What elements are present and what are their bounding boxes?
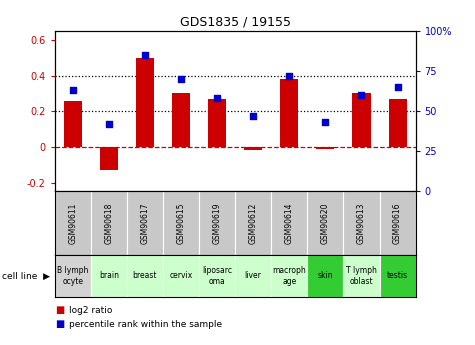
Point: [394, 85, 401, 90]
Bar: [352, 93, 370, 147]
Bar: [199, 255, 235, 297]
Bar: [91, 191, 127, 255]
Text: T lymph
oblast: T lymph oblast: [346, 266, 377, 286]
Point: [285, 73, 293, 79]
Text: skin: skin: [318, 272, 333, 280]
Bar: [127, 191, 163, 255]
Bar: [307, 191, 343, 255]
Point: [322, 120, 329, 125]
Text: ■: ■: [55, 306, 64, 315]
Text: GSM90619: GSM90619: [213, 203, 221, 244]
Bar: [343, 255, 380, 297]
Bar: [127, 255, 163, 297]
Bar: [271, 255, 307, 297]
Bar: [380, 255, 416, 297]
Text: cervix: cervix: [170, 272, 192, 280]
Bar: [136, 58, 154, 147]
Title: GDS1835 / 19155: GDS1835 / 19155: [180, 16, 291, 29]
Text: breast: breast: [133, 272, 157, 280]
Bar: [380, 191, 416, 255]
Bar: [244, 147, 262, 150]
Bar: [91, 255, 127, 297]
Bar: [199, 191, 235, 255]
Point: [213, 96, 221, 101]
Point: [141, 52, 149, 58]
Text: GSM90620: GSM90620: [321, 203, 330, 244]
Bar: [172, 93, 190, 147]
Bar: [64, 100, 82, 147]
Bar: [235, 255, 271, 297]
Bar: [163, 255, 199, 297]
Bar: [271, 191, 307, 255]
Text: GSM90612: GSM90612: [249, 203, 257, 244]
Text: testis: testis: [387, 272, 408, 280]
Point: [249, 113, 257, 119]
Text: ■: ■: [55, 319, 64, 329]
Bar: [389, 99, 407, 147]
Bar: [55, 191, 91, 255]
Text: log2 ratio: log2 ratio: [69, 306, 112, 315]
Point: [69, 88, 76, 93]
Text: GSM90615: GSM90615: [177, 203, 185, 244]
Text: GSM90613: GSM90613: [357, 203, 366, 244]
Text: percentile rank within the sample: percentile rank within the sample: [69, 320, 222, 329]
Text: brain: brain: [99, 272, 119, 280]
Text: cell line  ▶: cell line ▶: [2, 272, 50, 280]
Text: liver: liver: [245, 272, 262, 280]
Bar: [307, 255, 343, 297]
Bar: [55, 255, 91, 297]
Text: GSM90618: GSM90618: [104, 203, 113, 244]
Text: B lymph
ocyte: B lymph ocyte: [57, 266, 88, 286]
Point: [358, 92, 365, 98]
Text: liposarc
oma: liposarc oma: [202, 266, 232, 286]
Bar: [100, 147, 118, 170]
Text: GSM90617: GSM90617: [141, 203, 149, 244]
Bar: [208, 99, 226, 147]
Text: GSM90611: GSM90611: [68, 203, 77, 244]
Text: macroph
age: macroph age: [272, 266, 306, 286]
Bar: [280, 79, 298, 147]
Point: [105, 121, 113, 127]
Bar: [163, 191, 199, 255]
Bar: [316, 147, 334, 149]
Text: GSM90614: GSM90614: [285, 203, 294, 244]
Bar: [235, 191, 271, 255]
Bar: [343, 191, 380, 255]
Point: [177, 76, 185, 82]
Text: GSM90616: GSM90616: [393, 203, 402, 244]
